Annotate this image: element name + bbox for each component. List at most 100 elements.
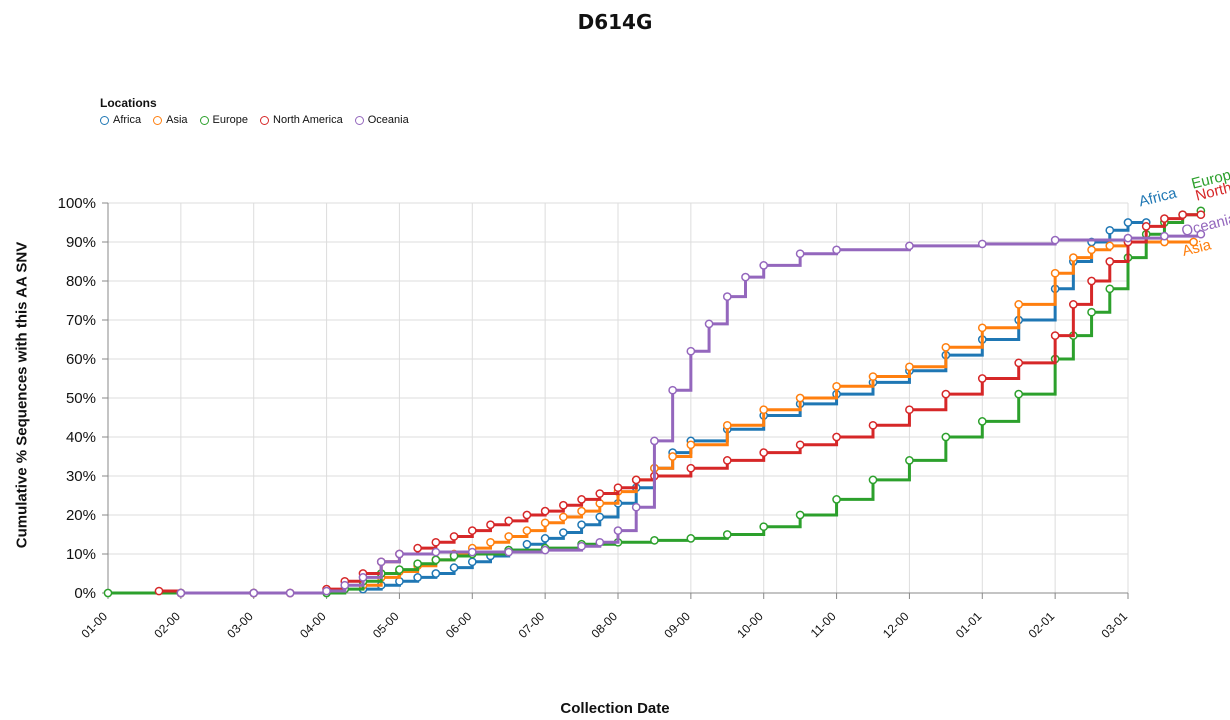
data-point-asia — [577, 506, 586, 516]
series-line-north-america — [159, 213, 1201, 595]
data-point-oceania — [1160, 231, 1169, 241]
legend-swatch — [153, 115, 163, 125]
legend-label: Europe — [212, 114, 249, 126]
data-point-oceania — [905, 241, 914, 251]
data-point-north-america — [1178, 210, 1187, 220]
data-point-oceania — [340, 580, 350, 590]
legend-title: Locations — [100, 96, 157, 110]
x-tick-label: 11-00 — [808, 609, 839, 640]
legend-swatch — [260, 115, 270, 125]
data-point-europe — [1014, 389, 1024, 399]
data-point-oceania — [395, 549, 404, 559]
data-point-north-america — [1160, 214, 1169, 223]
data-point-north-america — [1069, 300, 1078, 309]
data-point-north-america — [1014, 358, 1024, 368]
data-point-asia — [686, 440, 696, 450]
data-point-asia — [941, 342, 951, 352]
legend: Locations Africa Asia Europe North America O… — [100, 96, 409, 126]
x-tick-label: 03-01 — [1099, 609, 1131, 641]
data-point-oceania — [650, 436, 659, 446]
x-tick-label: 09-00 — [661, 609, 693, 641]
legend-item-north-america: North America — [260, 114, 343, 126]
data-point-oceania — [631, 502, 641, 512]
data-point-asia — [540, 518, 550, 528]
data-point-asia — [977, 323, 987, 333]
data-point-north-america — [413, 543, 422, 553]
series-end-label-asia: Asia — [1180, 236, 1213, 260]
data-point-oceania — [686, 346, 696, 356]
data-point-africa — [595, 512, 605, 522]
legend-item-europe: Europe — [199, 114, 249, 126]
data-point-north-america — [1050, 331, 1060, 340]
series-end-label-africa: Africa — [1137, 184, 1179, 210]
legend-swatch — [354, 115, 364, 125]
data-point-asia — [522, 526, 532, 535]
data-point-asia — [1189, 237, 1198, 247]
y-tick-label: 20% — [66, 507, 96, 524]
data-point-asia — [832, 381, 841, 391]
data-point-north-america — [1196, 210, 1206, 220]
data-point-oceania — [704, 319, 714, 329]
data-point-north-america — [722, 456, 732, 465]
data-point-asia — [905, 362, 914, 372]
data-point-asia — [504, 532, 514, 541]
x-tick-label: 01-01 — [953, 609, 985, 641]
data-point-north-america — [154, 586, 164, 596]
data-point-europe — [395, 565, 404, 574]
data-point-oceania — [613, 526, 623, 535]
data-point-europe — [722, 530, 732, 539]
data-point-north-america — [577, 495, 586, 504]
data-point-north-america — [486, 520, 495, 530]
x-tick-label: 10-00 — [734, 609, 766, 641]
data-point-africa — [522, 539, 532, 549]
y-tick-label: 70% — [66, 312, 96, 329]
chart-title: D614G — [577, 10, 653, 34]
data-point-oceania — [722, 292, 732, 301]
data-point-north-america — [1141, 222, 1151, 231]
data-point-oceania — [759, 261, 769, 270]
data-point-oceania — [376, 557, 386, 567]
data-point-europe — [1087, 307, 1096, 317]
x-tick-label: 06-00 — [443, 609, 475, 641]
x-tick-label: 08-00 — [589, 609, 621, 641]
data-point-europe — [977, 417, 987, 426]
x-tick-label: 04-00 — [297, 609, 329, 641]
y-tick-label: 0% — [74, 585, 96, 602]
data-point-oceania — [467, 547, 477, 557]
data-point-north-america — [467, 526, 477, 535]
x-tick-label: 01-00 — [79, 609, 111, 641]
series-line-asia — [363, 240, 1194, 587]
data-point-oceania — [1050, 235, 1060, 245]
x-tick-label: 07-00 — [516, 609, 548, 641]
data-point-africa — [540, 534, 550, 543]
legend-items: Africa Asia Europe North America Oceania — [100, 114, 409, 126]
data-point-asia — [1087, 245, 1096, 255]
data-point-north-america — [504, 516, 514, 526]
y-tick-label: 90% — [66, 234, 96, 251]
data-point-europe — [832, 495, 841, 504]
data-point-north-america — [522, 510, 532, 520]
data-point-asia — [722, 420, 732, 430]
y-tick-label: 10% — [66, 546, 96, 563]
y-tick-label: 30% — [66, 468, 96, 485]
data-point-oceania — [1123, 233, 1133, 243]
data-point-europe — [413, 559, 422, 569]
data-point-europe — [650, 536, 659, 545]
data-point-oceania — [668, 385, 677, 395]
data-point-oceania — [832, 245, 841, 255]
data-point-oceania — [358, 573, 368, 582]
data-point-north-america — [832, 432, 841, 442]
data-point-africa — [1123, 218, 1133, 227]
data-point-oceania — [795, 249, 805, 259]
data-point-north-america — [595, 489, 605, 498]
data-point-oceania — [285, 588, 295, 598]
data-point-north-america — [977, 374, 987, 383]
data-point-europe — [431, 555, 441, 565]
data-point-north-america — [449, 532, 459, 541]
data-point-asia — [559, 512, 568, 522]
x-tick-label: 02-00 — [151, 609, 183, 641]
x-tick-label: 05-00 — [370, 609, 402, 641]
y-tick-label: 40% — [66, 429, 96, 446]
data-point-asia — [868, 372, 878, 381]
